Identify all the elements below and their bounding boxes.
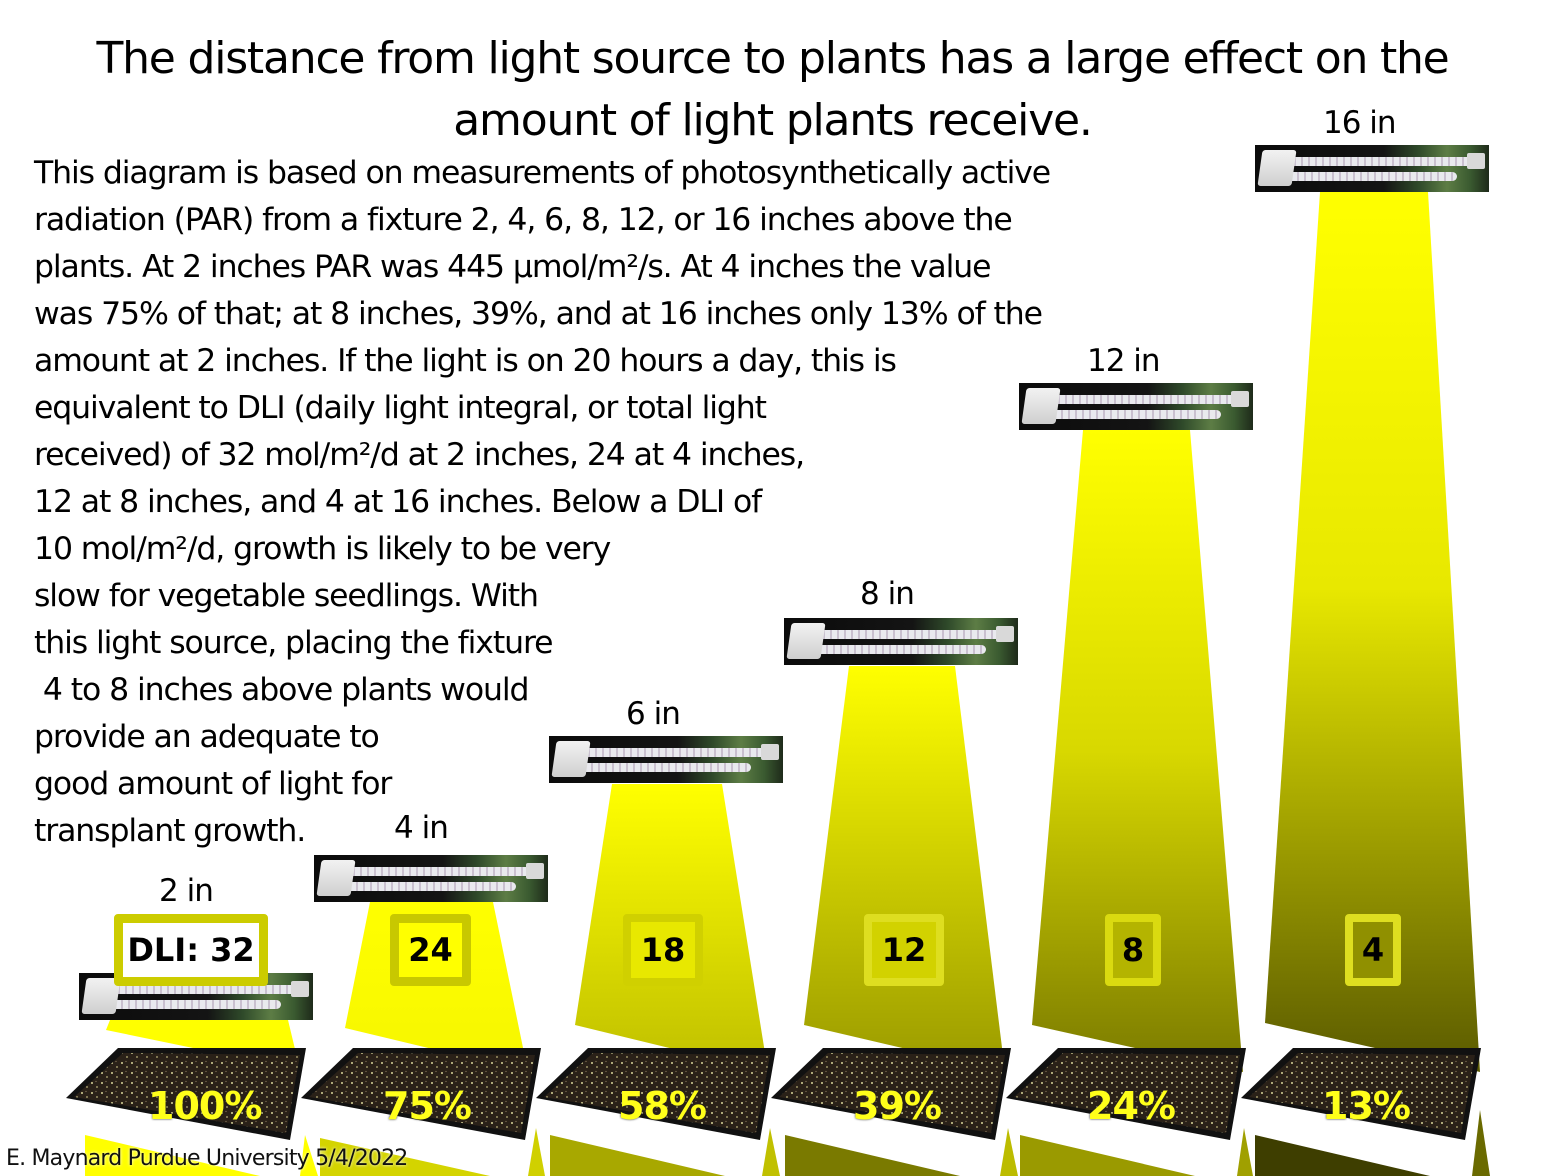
percent-label-16in: 13% [1322,1084,1411,1128]
beam-12in [1032,430,1243,1072]
led-grow-light-fixture-icon [1019,383,1253,430]
percent-label-12in: 24% [1087,1084,1176,1128]
distance-label-16in: 16 in [1323,105,1397,141]
seedling-tray-icon [66,1048,306,1140]
distance-label-2in: 2 in [159,873,214,909]
description-text: This diagram is based on measurements of… [34,155,1051,849]
beam-16in [1265,192,1480,1072]
slide-title: The distance from light source to plants… [0,28,1545,152]
percent-label-8in: 39% [853,1084,942,1128]
distance-label-12in: 12 in [1087,343,1161,379]
distance-label-6in: 6 in [626,696,681,732]
title-line-2: amount of light plants receive. [453,95,1093,146]
led-grow-light-fixture-icon [549,736,783,783]
led-grow-light-fixture-icon [1255,145,1489,192]
distance-label-4in: 4 in [394,810,449,846]
seedling-tray-icon [1241,1048,1481,1140]
led-grow-light-fixture-icon [784,618,1018,665]
author-credit: E. Maynard Purdue University 5/4/2022 [6,1146,408,1171]
dli-box-6in: 18 [623,914,703,986]
seedling-tray-icon [301,1048,541,1140]
seedling-tray-icon [771,1048,1011,1140]
dli-box-16in: 4 [1345,914,1401,986]
percent-label-6in: 58% [618,1084,707,1128]
seedling-tray-icon [536,1048,776,1140]
percent-label-4in: 75% [383,1084,472,1128]
dli-box-2in: DLI: 32 [114,914,268,986]
title-line-1: The distance from light source to plants… [96,33,1449,84]
beam-8in [804,666,1005,1072]
distance-label-8in: 8 in [860,576,915,612]
dli-box-8in: 12 [864,914,944,986]
percent-label-2in: 100% [148,1084,262,1128]
dli-box-4in: 24 [390,914,471,986]
led-grow-light-fixture-icon [314,855,548,902]
dli-box-12in: 8 [1105,914,1161,986]
seedling-tray-icon [1006,1048,1246,1140]
